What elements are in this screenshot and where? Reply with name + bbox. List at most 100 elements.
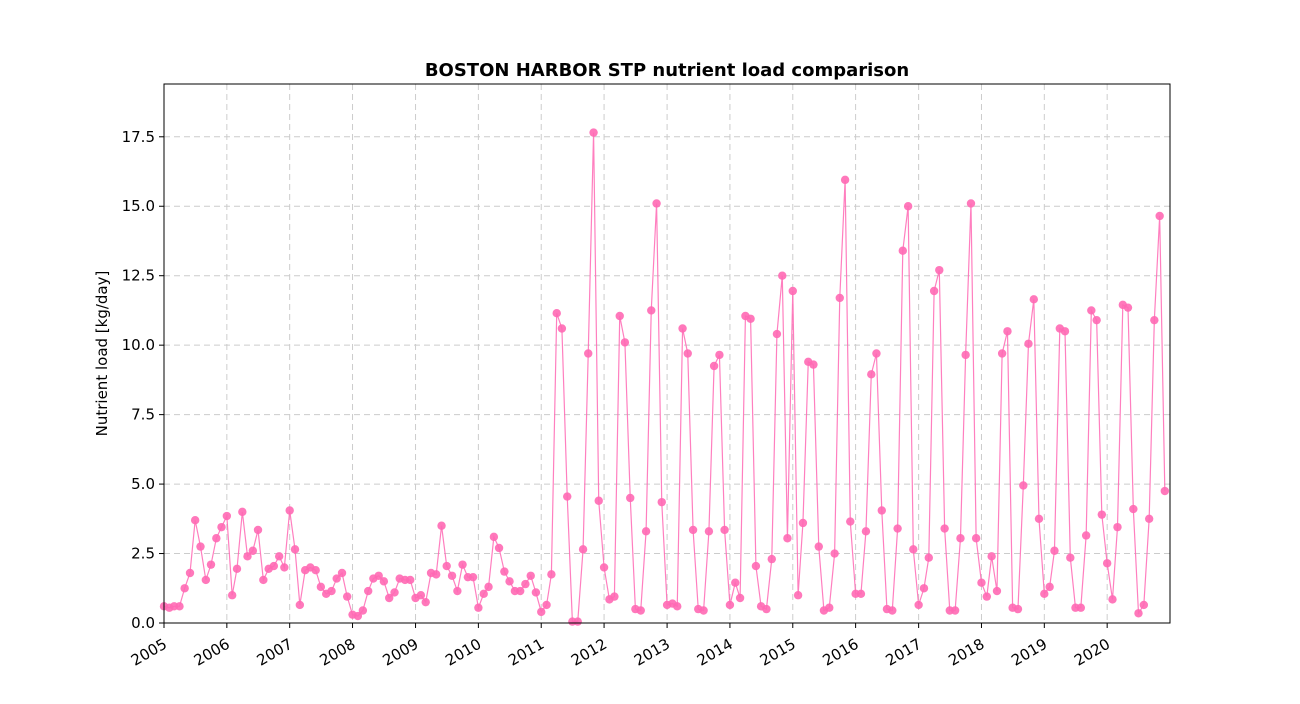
data-point — [311, 566, 320, 575]
grid — [164, 84, 1170, 623]
data-point — [877, 506, 886, 515]
data-point — [232, 564, 242, 574]
data-point — [437, 521, 446, 530]
data-point — [657, 497, 666, 507]
data-point — [406, 575, 415, 585]
data-point — [987, 552, 996, 561]
data-point — [610, 592, 619, 601]
data-point — [243, 552, 252, 561]
data-point — [1045, 582, 1054, 592]
data-point — [280, 563, 289, 572]
data-point — [594, 496, 603, 505]
data-point — [474, 603, 483, 612]
data-point — [206, 560, 216, 569]
data-point — [526, 571, 535, 580]
data-point — [647, 306, 656, 315]
data-point — [274, 552, 284, 561]
data-point — [489, 532, 499, 542]
data-point — [977, 578, 986, 587]
data-point — [767, 554, 776, 564]
data-point — [725, 600, 735, 610]
data-point — [542, 600, 551, 610]
data-point — [327, 586, 336, 596]
data-point — [909, 545, 918, 554]
data-point — [185, 568, 195, 578]
data-point — [1076, 603, 1086, 612]
data-point — [1034, 514, 1044, 524]
data-point — [227, 591, 237, 600]
y-tick-label: 2.5 — [131, 545, 155, 563]
data-point — [1024, 339, 1033, 348]
data-point — [772, 329, 782, 339]
y-tick-label: 15.0 — [122, 197, 155, 215]
data-point — [982, 592, 992, 601]
data-point — [971, 534, 981, 543]
data-point — [1087, 306, 1096, 315]
data-point — [966, 199, 976, 208]
data-point — [285, 506, 294, 515]
data-point — [337, 568, 347, 578]
data-point — [1150, 315, 1159, 325]
data-point — [589, 128, 598, 137]
data-point — [1019, 481, 1028, 490]
data-point — [1029, 295, 1039, 304]
data-point — [919, 584, 929, 593]
data-point — [253, 525, 263, 535]
data-point — [295, 600, 305, 610]
data-point — [599, 563, 609, 572]
data-point — [935, 265, 944, 275]
data-point — [793, 591, 803, 600]
data-point — [746, 314, 755, 323]
data-point — [856, 589, 866, 599]
data-point — [1155, 211, 1164, 221]
data-point — [1050, 546, 1059, 555]
data-point — [500, 567, 509, 576]
y-tick-label: 17.5 — [122, 128, 155, 146]
data-point — [778, 271, 787, 280]
data-point — [867, 370, 876, 379]
data-point — [835, 293, 844, 303]
data-point — [180, 584, 189, 593]
data-point — [537, 607, 546, 617]
data-point — [374, 571, 383, 580]
data-point — [1060, 327, 1070, 336]
data-point — [688, 525, 698, 535]
data-point — [961, 350, 970, 360]
data-point — [248, 546, 258, 555]
data-point — [584, 349, 593, 358]
data-point — [798, 518, 808, 528]
data-point — [416, 591, 426, 600]
data-point — [175, 602, 184, 611]
data-point — [888, 606, 897, 615]
data-point — [678, 324, 687, 333]
chart-title: BOSTON HARBOR STP nutrient load comparis… — [425, 60, 909, 81]
data-point — [1113, 522, 1122, 532]
data-point — [269, 561, 279, 571]
data-point — [1066, 553, 1075, 562]
data-point — [578, 545, 588, 554]
data-point — [1102, 559, 1112, 568]
data-point — [861, 527, 871, 536]
data-point — [783, 534, 792, 543]
data-point — [1097, 510, 1107, 519]
data-point — [453, 586, 462, 596]
data-point — [432, 570, 441, 579]
data-point — [573, 617, 582, 626]
data-point — [557, 324, 567, 333]
data-point — [814, 542, 823, 551]
data-point — [516, 586, 525, 596]
data-point — [201, 575, 211, 585]
data-point — [385, 593, 394, 603]
data-point — [521, 579, 530, 589]
data-point — [190, 516, 200, 525]
data-point — [479, 589, 488, 599]
data-point — [1123, 303, 1133, 312]
data-point — [222, 511, 232, 521]
data-point — [1144, 514, 1154, 524]
data-point — [929, 286, 939, 296]
data-point — [1013, 604, 1023, 614]
y-tick-label: 5.0 — [131, 475, 155, 493]
data-point — [1092, 315, 1101, 325]
data-point — [731, 578, 740, 587]
